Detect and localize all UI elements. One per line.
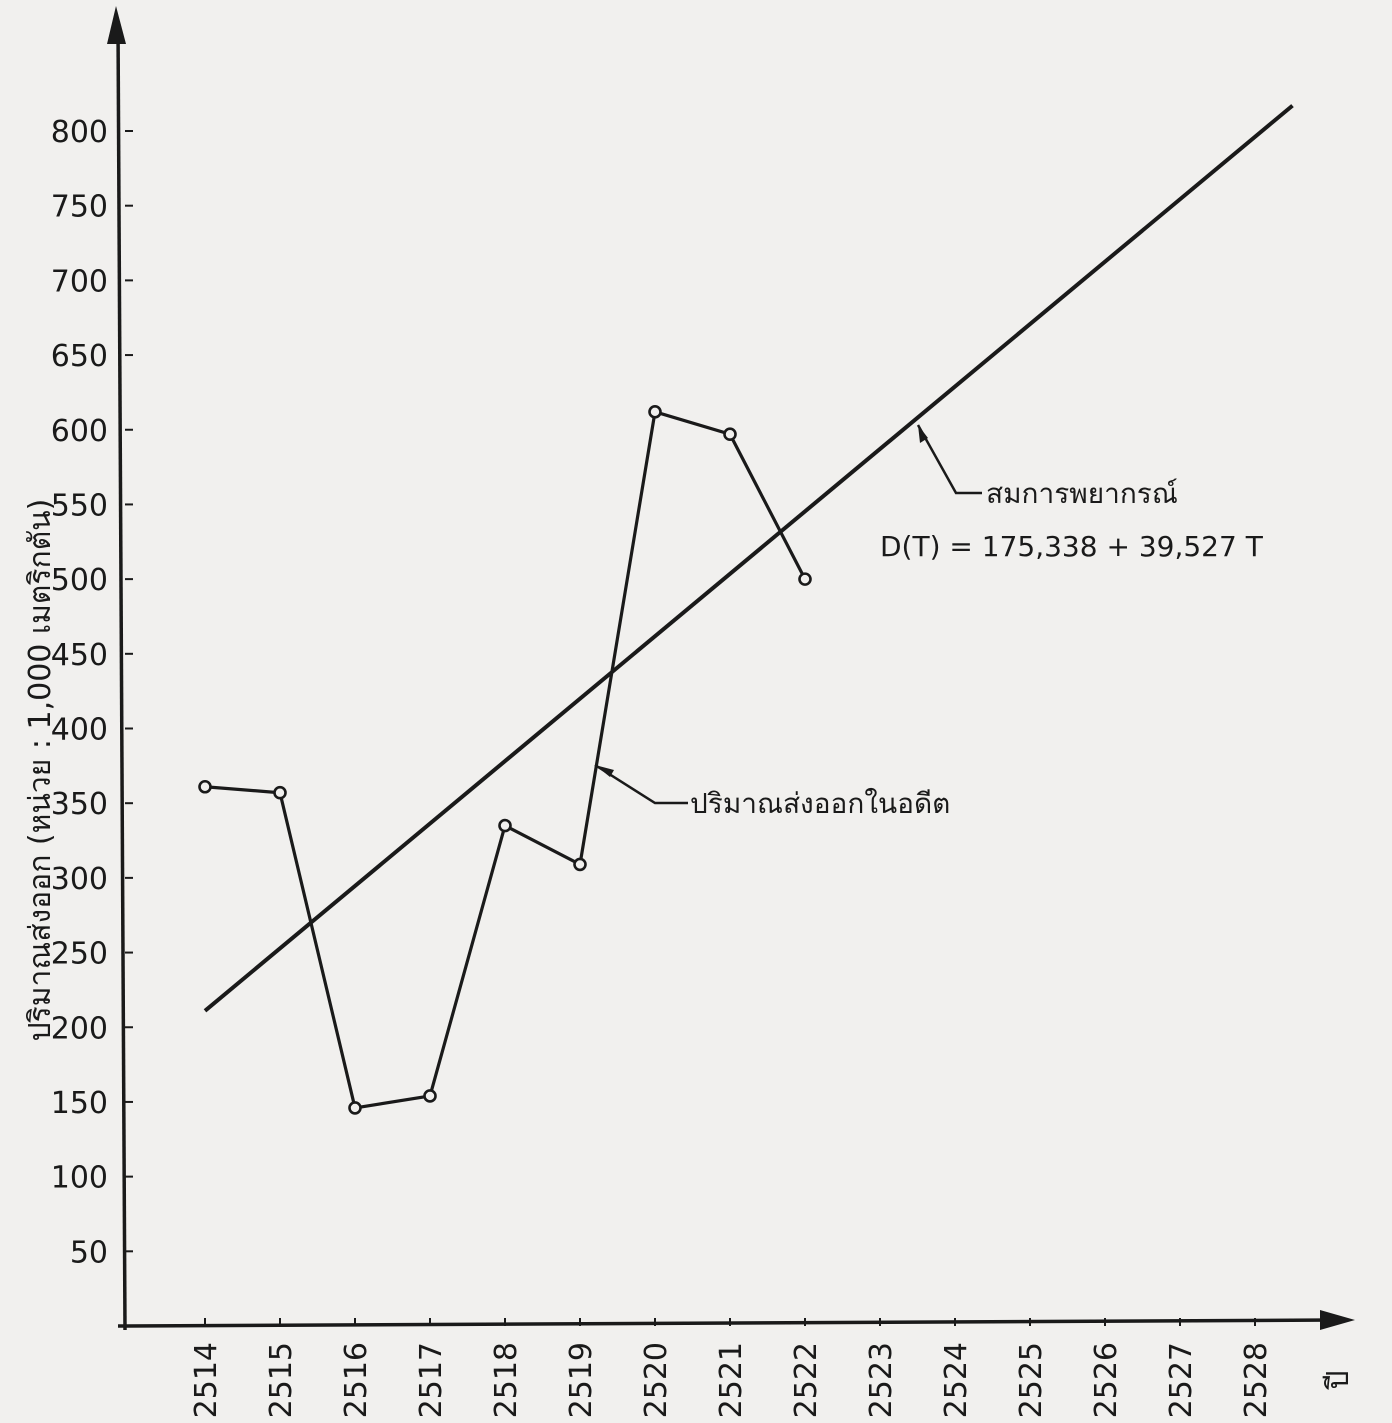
y-ticks: 50 100 150 200 250 300 350 400 450 500 550 600 650 70… bbox=[51, 115, 133, 1270]
forecast-line bbox=[203, 104, 1294, 1013]
y-tick-label: 650 bbox=[51, 339, 108, 374]
series-points bbox=[198, 405, 812, 1115]
y-tick-label: 700 bbox=[51, 264, 108, 299]
history-annotation-arrowhead bbox=[595, 765, 614, 777]
history-point bbox=[348, 1101, 362, 1115]
series-lines bbox=[203, 104, 1294, 1110]
x-tick-label: 2521 bbox=[714, 1342, 749, 1418]
forecast-label: สมการพยากรณ์ bbox=[986, 477, 1178, 510]
y-tick-label: 100 bbox=[51, 1161, 108, 1196]
x-tick-label: 2517 bbox=[414, 1342, 449, 1418]
history-point bbox=[423, 1089, 437, 1103]
x-axis-line bbox=[117, 1318, 1336, 1328]
history-point bbox=[648, 405, 662, 419]
history-annotation-leader bbox=[594, 763, 688, 805]
history-point bbox=[273, 785, 287, 800]
forecast-annotation-leader bbox=[916, 424, 982, 495]
history-point bbox=[198, 779, 212, 794]
y-tick-label: 400 bbox=[51, 713, 108, 748]
history-point bbox=[798, 572, 812, 586]
x-tick-label: 2525 bbox=[1014, 1342, 1049, 1418]
x-tick-label: 2518 bbox=[489, 1342, 524, 1418]
x-tick-label: 2515 bbox=[264, 1342, 299, 1418]
x-tick-label: 2522 bbox=[789, 1342, 824, 1418]
y-axis-line bbox=[116, 24, 127, 1331]
y-tick-label: 150 bbox=[51, 1086, 108, 1121]
y-tick-label: 350 bbox=[51, 787, 108, 822]
x-tick-label: 2523 bbox=[864, 1342, 899, 1418]
y-tick-label: 500 bbox=[51, 563, 108, 598]
y-tick-label: 200 bbox=[51, 1011, 108, 1046]
x-tick-label: 2514 bbox=[189, 1342, 224, 1418]
y-tick-label: 450 bbox=[51, 638, 108, 673]
x-ticks: 2514 2515 2516 2517 2518 2519 2520 2521 2522 2523… bbox=[189, 1318, 1274, 1418]
x-axis-title: ปี bbox=[1321, 1370, 1356, 1390]
x-tick-label: 2516 bbox=[339, 1342, 374, 1418]
x-tick-label: 2524 bbox=[939, 1342, 974, 1418]
axes bbox=[107, 6, 1355, 1331]
forecast-equation: D(T) = 175,338 + 39,527 T bbox=[880, 530, 1264, 563]
x-axis-arrowhead bbox=[1320, 1310, 1355, 1330]
history-label: ปริมาณส่งออกในอดีต bbox=[690, 787, 950, 820]
forecast-annotation-arrowhead bbox=[918, 425, 928, 443]
x-tick-label: 2520 bbox=[639, 1342, 674, 1418]
x-tick-label: 2528 bbox=[1239, 1342, 1274, 1418]
y-axis-arrowhead bbox=[107, 6, 126, 44]
x-tick-label: 2527 bbox=[1164, 1342, 1199, 1418]
y-tick-label: 750 bbox=[51, 190, 108, 225]
y-tick-label: 600 bbox=[51, 414, 108, 449]
y-tick-label: 250 bbox=[51, 937, 108, 972]
y-tick-label: 300 bbox=[51, 862, 108, 897]
y-axis-title: ปริมาณส่งออก (หน่วย : 1,000 เมตริกตัน) bbox=[23, 499, 58, 1042]
history-point bbox=[723, 427, 737, 442]
history-point bbox=[498, 818, 512, 833]
y-tick-label: 800 bbox=[51, 115, 108, 150]
x-tick-label: 2519 bbox=[564, 1342, 599, 1418]
y-tick-label: 550 bbox=[51, 488, 108, 523]
x-tick-label: 2526 bbox=[1089, 1342, 1124, 1418]
y-tick-label: 50 bbox=[70, 1235, 108, 1270]
history-point bbox=[573, 857, 587, 872]
